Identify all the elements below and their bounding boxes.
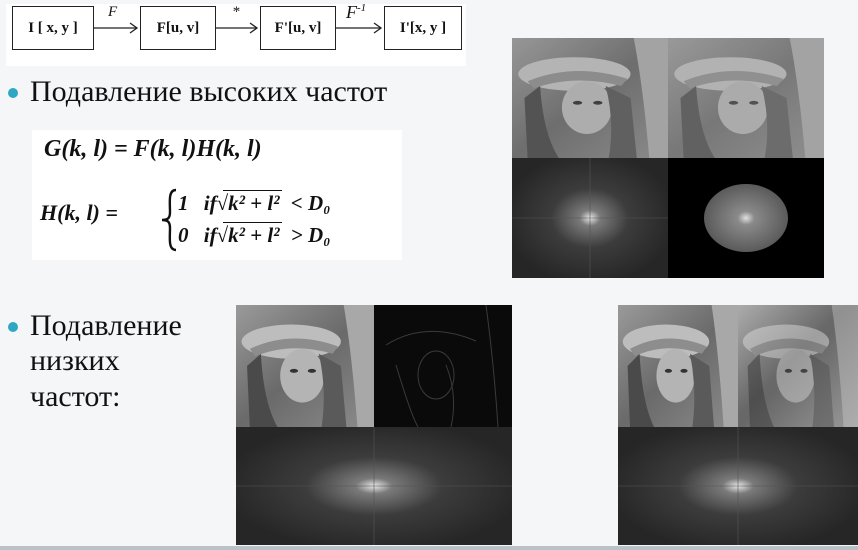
- flow-box-input: I [ x, y ]: [12, 6, 94, 50]
- case2-if: if: [203, 223, 217, 247]
- case2-radicand: k² + l²: [228, 223, 280, 247]
- brace-icon: [161, 188, 177, 252]
- slide-footer-divider: [0, 546, 858, 550]
- bullet-dot-high: [8, 88, 18, 98]
- arrow-label-multiply: *: [232, 4, 240, 20]
- flow-box-filtered-spectrum-label: F'[u, v]: [274, 19, 322, 36]
- case2-sqrt: √k² + l²: [216, 222, 282, 247]
- flow-box-output: I'[x, y ]: [384, 6, 462, 50]
- formula-g: G(k, l) = F(k, l)H(k, l): [44, 136, 262, 162]
- highpass-image-grid: [236, 305, 512, 545]
- arrow-label-inverse-sup: -1: [357, 2, 367, 14]
- case1-radicand: k² + l²: [228, 191, 280, 215]
- lowpass-mask-disk: [704, 184, 788, 252]
- fourier-flow-diagram: I [ x, y ] F[u, v] F'[u, v] I'[x, y ] F …: [6, 2, 466, 66]
- flow-box-spectrum: F[u, v]: [140, 6, 216, 50]
- flow-arrows: [94, 22, 383, 34]
- case1-compare: < D₀: [290, 191, 331, 215]
- bullet-high-frequency: Подавление высоких частот: [30, 75, 388, 108]
- lowpass-image-grid: [512, 38, 824, 278]
- formula-h-lhs: H(k, l) =: [40, 200, 118, 225]
- case-row-2: 0 if√k² + l² > D₀: [178, 222, 330, 248]
- emphasis-original-image: [618, 305, 738, 427]
- bullet-low-line-2: низких: [30, 344, 120, 378]
- flow-box-filtered-spectrum: F'[u, v]: [260, 6, 336, 50]
- case-row-1: 1 if√k² + l² < D₀: [178, 190, 330, 216]
- arrow-label-forward: F: [108, 4, 118, 20]
- highpass-edge-contours: [385, 305, 499, 428]
- case1-sqrt: √k² + l²: [216, 190, 282, 215]
- highpass-edge-image: [374, 305, 512, 427]
- arrow-label-inverse: F-1: [346, 2, 366, 23]
- flow-box-output-label: I'[x, y ]: [399, 19, 447, 36]
- lowpass-filtered-image: [668, 38, 824, 158]
- flow-box-input-label: I [ x, y ]: [28, 19, 78, 36]
- highpass-original-image: [236, 305, 374, 427]
- case1-value: 1: [178, 191, 189, 215]
- filter-formula: G(k, l) = F(k, l)H(k, l) H(k, l) = 1 if√…: [32, 130, 402, 260]
- lowpass-original-image: [512, 38, 668, 158]
- bullet-low-line-3: частот:: [30, 379, 121, 413]
- bullet-dot-low: [8, 322, 18, 332]
- arrow-label-inverse-base: F: [346, 2, 357, 22]
- case2-value: 0: [178, 223, 189, 247]
- case1-if: if: [203, 191, 217, 215]
- bullet-low-line-1: Подавление: [30, 309, 182, 342]
- emphasis-image-grid: [618, 305, 858, 545]
- bullet-low-frequency: Подавление низких частот:: [30, 308, 182, 414]
- flow-box-spectrum-label: F[u, v]: [156, 19, 200, 36]
- emphasis-sharpened-image: [738, 305, 858, 427]
- case2-compare: > D₀: [290, 223, 331, 247]
